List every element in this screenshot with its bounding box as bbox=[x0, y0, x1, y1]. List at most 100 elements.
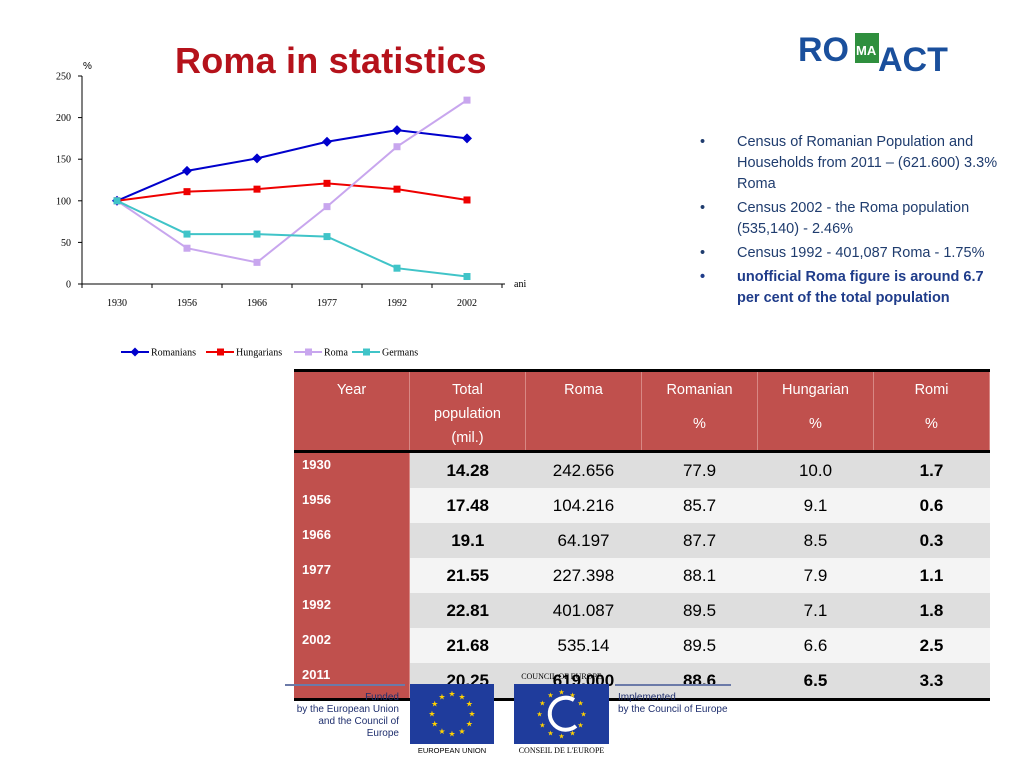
table-cell: 19.1 bbox=[409, 523, 526, 558]
star-icon: ★ bbox=[569, 691, 575, 699]
table-cell: 8.5 bbox=[757, 523, 874, 558]
star-icon: ★ bbox=[466, 720, 473, 729]
romact-logo: RO MA ACT bbox=[798, 31, 948, 76]
data-point bbox=[323, 179, 331, 187]
table-row: 1930 14.28 242.656 77.9 10.0 1.7 bbox=[294, 451, 990, 488]
x-tick-label: 1956 bbox=[177, 298, 197, 309]
data-point bbox=[253, 258, 261, 266]
table-cell: 89.5 bbox=[641, 593, 758, 628]
data-point bbox=[463, 196, 471, 204]
footer-funding: Funded by the European Union and the Cou… bbox=[285, 672, 735, 762]
data-point bbox=[463, 96, 471, 104]
star-icon: ★ bbox=[458, 692, 465, 701]
legend-label: Germans bbox=[382, 348, 418, 359]
table-row: 1966 19.1 64.197 87.7 8.5 0.3 bbox=[294, 523, 990, 558]
bullet-text: unofficial Roma figure is around 6.7 per… bbox=[737, 269, 984, 306]
bullet-text: Census 2002 - the Roma population (535,1… bbox=[737, 200, 970, 237]
year-cell: 1966 bbox=[294, 523, 410, 558]
star-icon: ★ bbox=[547, 691, 553, 699]
data-point bbox=[392, 125, 402, 136]
funded-text: Funded by the European Union and the Cou… bbox=[285, 692, 399, 740]
table-cell: 17.48 bbox=[409, 488, 526, 523]
table-cell: 77.9 bbox=[641, 451, 758, 488]
y-tick-label: 100 bbox=[56, 196, 71, 207]
bullet-text: Census of Romanian Population and Househ… bbox=[737, 134, 998, 192]
legend-label: Roma bbox=[324, 348, 348, 359]
x-tick-label: 1966 bbox=[247, 298, 267, 309]
bullet-item-3: • Census 1992 - 401,087 Roma - 1.75% bbox=[700, 243, 1000, 264]
y-tick-label: 250 bbox=[56, 72, 71, 83]
table-cell: 0.3 bbox=[873, 523, 990, 558]
header-line: Romanian bbox=[666, 382, 733, 398]
bullet-marker: • bbox=[700, 269, 706, 285]
data-point bbox=[323, 203, 331, 211]
star-icon: ★ bbox=[536, 710, 542, 718]
table-cell: 227.398 bbox=[525, 558, 642, 593]
header-line bbox=[642, 402, 757, 412]
legend-swatch-marker bbox=[305, 348, 312, 356]
data-point bbox=[322, 136, 332, 147]
legend-label: Hungarians bbox=[236, 348, 282, 359]
header-line: Roma bbox=[564, 382, 603, 398]
coe-arc-shape bbox=[547, 695, 578, 732]
data-point bbox=[393, 185, 401, 193]
table-cell: 85.7 bbox=[641, 488, 758, 523]
star-icon: ★ bbox=[558, 732, 564, 740]
table-row: 1992 22.81 401.087 89.5 7.1 1.8 bbox=[294, 593, 990, 628]
table-header-cell: Romi% bbox=[873, 370, 990, 452]
y-tick-label: 150 bbox=[56, 155, 71, 166]
x-tick-label: 1992 bbox=[387, 298, 407, 309]
logo-mark-block bbox=[855, 33, 879, 63]
year-cell: 1956 bbox=[294, 488, 410, 523]
table-cell: 2.5 bbox=[873, 628, 990, 663]
y-tick-label: 50 bbox=[61, 238, 71, 249]
table-cell: 535.14 bbox=[525, 628, 642, 663]
table-row: 1956 17.48 104.216 85.7 9.1 0.6 bbox=[294, 488, 990, 523]
x-axis-label: ani bbox=[514, 279, 526, 290]
data-point bbox=[113, 197, 121, 205]
star-icon: ★ bbox=[428, 710, 435, 719]
star-icon: ★ bbox=[577, 699, 583, 707]
year-cell: 2002 bbox=[294, 628, 410, 663]
implemented-line: Implemented bbox=[618, 692, 676, 703]
bullet-list: • Census of Romanian Population and House… bbox=[700, 132, 1000, 312]
star-icon: ★ bbox=[438, 692, 445, 701]
data-point bbox=[183, 230, 191, 238]
table-cell: 0.6 bbox=[873, 488, 990, 523]
implemented-text: Implemented by the Council of Europe bbox=[618, 692, 733, 716]
x-tick-label: 1977 bbox=[317, 298, 337, 309]
bullet-item-2: • Census 2002 - the Roma population (535,… bbox=[700, 198, 1000, 240]
line-chart: 0 50 100 150 200 250 1930 1956 1966 1977 1992 2002%… bbox=[56, 61, 526, 359]
data-point bbox=[323, 233, 331, 241]
header-line: Total bbox=[452, 382, 483, 398]
star-icon: ★ bbox=[580, 710, 586, 718]
table-cell: 9.1 bbox=[757, 488, 874, 523]
data-point bbox=[253, 185, 261, 193]
star-icon: ★ bbox=[431, 700, 438, 709]
year-cell: 1977 bbox=[294, 558, 410, 593]
year-cell: 1930 bbox=[294, 451, 410, 488]
star-icon: ★ bbox=[539, 721, 545, 729]
series-line-romanians bbox=[116, 129, 468, 202]
data-point bbox=[183, 188, 191, 196]
table-cell: 242.656 bbox=[525, 451, 642, 488]
star-icon: ★ bbox=[577, 721, 583, 729]
x-tick-label: 1930 bbox=[107, 298, 127, 309]
header-line bbox=[758, 402, 873, 412]
year-cell: 1992 bbox=[294, 593, 410, 628]
eu-flag-icon: ★ ★ ★ ★ ★ ★ ★ ★ ★ ★ ★ ★ bbox=[410, 684, 494, 744]
table-cell: 21.55 bbox=[409, 558, 526, 593]
table-cell: 22.81 bbox=[409, 593, 526, 628]
legend-swatch-marker bbox=[363, 348, 370, 356]
funded-line: and the Council of Europe bbox=[318, 716, 399, 739]
table-cell: 1.7 bbox=[873, 451, 990, 488]
table-cell: 7.1 bbox=[757, 593, 874, 628]
table-cell: 401.087 bbox=[525, 593, 642, 628]
table-cell: 1.8 bbox=[873, 593, 990, 628]
table-cell: 14.28 bbox=[409, 451, 526, 488]
star-icon: ★ bbox=[539, 699, 545, 707]
coe-top-label: COUNCIL OF EUROPE bbox=[521, 672, 602, 681]
table-cell: 104.216 bbox=[525, 488, 642, 523]
header-line: (mil.) bbox=[451, 430, 484, 446]
footer-divider-right bbox=[615, 684, 731, 686]
